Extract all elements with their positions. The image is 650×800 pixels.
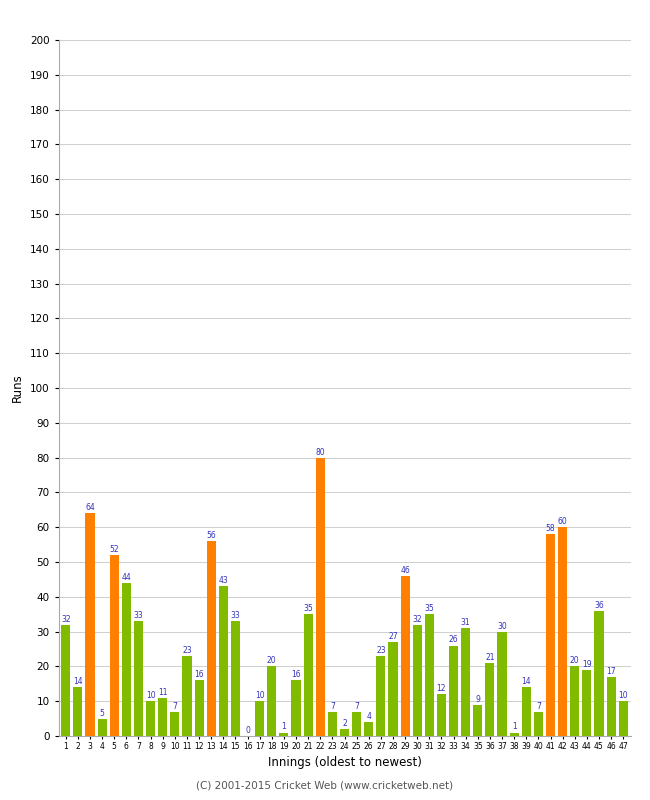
Bar xyxy=(110,555,119,736)
Bar xyxy=(328,712,337,736)
Text: 7: 7 xyxy=(172,702,177,710)
Bar xyxy=(449,646,458,736)
Bar xyxy=(437,694,446,736)
Text: (C) 2001-2015 Cricket Web (www.cricketweb.net): (C) 2001-2015 Cricket Web (www.cricketwe… xyxy=(196,781,454,790)
Bar xyxy=(497,632,506,736)
Bar xyxy=(413,625,422,736)
Text: 44: 44 xyxy=(122,573,131,582)
Bar xyxy=(606,677,616,736)
Text: 23: 23 xyxy=(182,646,192,655)
Text: 32: 32 xyxy=(412,614,422,623)
Text: 9: 9 xyxy=(475,694,480,704)
Bar xyxy=(304,614,313,736)
Bar xyxy=(134,621,143,736)
Bar xyxy=(316,458,325,736)
Text: 35: 35 xyxy=(424,604,434,613)
Text: 12: 12 xyxy=(437,684,446,693)
Bar xyxy=(219,586,228,736)
Text: 7: 7 xyxy=(330,702,335,710)
Text: 5: 5 xyxy=(99,709,105,718)
Text: 21: 21 xyxy=(485,653,495,662)
Bar xyxy=(85,514,94,736)
Text: 1: 1 xyxy=(512,722,517,731)
Text: 32: 32 xyxy=(61,614,71,623)
Text: 0: 0 xyxy=(245,726,250,735)
Bar xyxy=(570,666,579,736)
Text: 2: 2 xyxy=(342,719,347,728)
Bar xyxy=(231,621,240,736)
Text: 46: 46 xyxy=(400,566,410,575)
Text: 33: 33 xyxy=(231,611,240,620)
Text: 23: 23 xyxy=(376,646,385,655)
Bar xyxy=(183,656,192,736)
Text: 64: 64 xyxy=(85,503,95,512)
Bar xyxy=(558,527,567,736)
Bar xyxy=(619,701,628,736)
Bar xyxy=(267,666,276,736)
Text: 58: 58 xyxy=(546,524,555,533)
Bar xyxy=(425,614,434,736)
Bar xyxy=(522,687,531,736)
Bar xyxy=(291,680,300,736)
Bar xyxy=(73,687,83,736)
Bar xyxy=(510,733,519,736)
Text: 19: 19 xyxy=(582,660,592,669)
Bar xyxy=(255,701,264,736)
Bar xyxy=(61,625,70,736)
Text: 4: 4 xyxy=(367,712,371,721)
Text: 33: 33 xyxy=(134,611,144,620)
Bar xyxy=(364,722,373,736)
Bar xyxy=(122,583,131,736)
Bar xyxy=(352,712,361,736)
Text: 16: 16 xyxy=(291,670,301,679)
X-axis label: Innings (oldest to newest): Innings (oldest to newest) xyxy=(268,756,421,769)
Text: 35: 35 xyxy=(304,604,313,613)
Bar xyxy=(400,576,410,736)
Text: 7: 7 xyxy=(354,702,359,710)
Text: 10: 10 xyxy=(146,691,155,700)
Text: 56: 56 xyxy=(206,531,216,540)
Bar xyxy=(146,701,155,736)
Text: 14: 14 xyxy=(521,678,531,686)
Bar xyxy=(158,698,167,736)
Bar xyxy=(486,663,495,736)
Text: 7: 7 xyxy=(536,702,541,710)
Text: 10: 10 xyxy=(618,691,628,700)
Text: 16: 16 xyxy=(194,670,204,679)
Text: 11: 11 xyxy=(158,688,168,697)
Bar xyxy=(582,670,592,736)
Bar xyxy=(389,642,398,736)
Bar xyxy=(546,534,555,736)
Y-axis label: Runs: Runs xyxy=(11,374,24,402)
Bar xyxy=(595,610,604,736)
Text: 10: 10 xyxy=(255,691,265,700)
Text: 52: 52 xyxy=(109,545,119,554)
Bar xyxy=(340,729,349,736)
Bar xyxy=(473,705,482,736)
Text: 30: 30 xyxy=(497,622,507,630)
Bar xyxy=(534,712,543,736)
Text: 1: 1 xyxy=(281,722,286,731)
Bar xyxy=(207,541,216,736)
Text: 14: 14 xyxy=(73,678,83,686)
Bar xyxy=(98,718,107,736)
Text: 26: 26 xyxy=(448,635,458,645)
Bar xyxy=(376,656,385,736)
Text: 60: 60 xyxy=(558,517,567,526)
Text: 20: 20 xyxy=(570,656,580,666)
Bar xyxy=(170,712,179,736)
Bar xyxy=(461,628,470,736)
Text: 36: 36 xyxy=(594,601,604,610)
Bar xyxy=(280,733,289,736)
Text: 27: 27 xyxy=(388,632,398,641)
Bar xyxy=(194,680,203,736)
Text: 17: 17 xyxy=(606,666,616,676)
Text: 31: 31 xyxy=(461,618,471,627)
Text: 80: 80 xyxy=(315,447,325,457)
Text: 43: 43 xyxy=(218,576,228,586)
Text: 20: 20 xyxy=(267,656,277,666)
